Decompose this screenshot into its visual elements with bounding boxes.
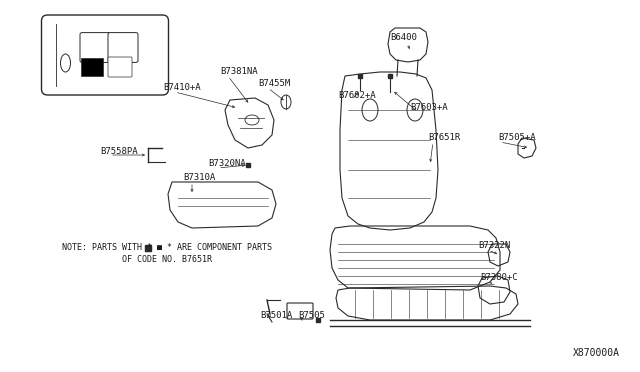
Text: B7455M: B7455M bbox=[258, 80, 291, 89]
FancyBboxPatch shape bbox=[287, 303, 313, 319]
Text: X870000A: X870000A bbox=[573, 348, 620, 358]
Text: B7501A: B7501A bbox=[260, 311, 292, 321]
Text: B7651R: B7651R bbox=[428, 134, 460, 142]
FancyBboxPatch shape bbox=[108, 57, 132, 77]
Text: B7603+A: B7603+A bbox=[410, 103, 447, 112]
FancyBboxPatch shape bbox=[42, 15, 168, 95]
Text: OF CODE NO. B7651R: OF CODE NO. B7651R bbox=[82, 256, 212, 264]
Text: B7310A: B7310A bbox=[183, 173, 215, 183]
Text: B6400: B6400 bbox=[390, 33, 417, 42]
Text: B7505+A: B7505+A bbox=[498, 134, 536, 142]
Text: B7410+A: B7410+A bbox=[163, 83, 200, 93]
Text: B7320NA: B7320NA bbox=[208, 160, 246, 169]
Text: B7505: B7505 bbox=[298, 311, 325, 321]
Text: NOTE: PARTS WITH * ■ * ARE COMPONENT PARTS: NOTE: PARTS WITH * ■ * ARE COMPONENT PAR… bbox=[62, 244, 272, 253]
Text: B7602+A: B7602+A bbox=[338, 92, 376, 100]
Text: B7381NA: B7381NA bbox=[220, 67, 258, 77]
Text: B7322N: B7322N bbox=[478, 241, 510, 250]
Text: B7380+C: B7380+C bbox=[480, 273, 518, 282]
FancyBboxPatch shape bbox=[80, 33, 110, 62]
Bar bbox=[81, 58, 103, 76]
FancyBboxPatch shape bbox=[108, 33, 138, 62]
Text: B7558PA: B7558PA bbox=[100, 148, 138, 157]
